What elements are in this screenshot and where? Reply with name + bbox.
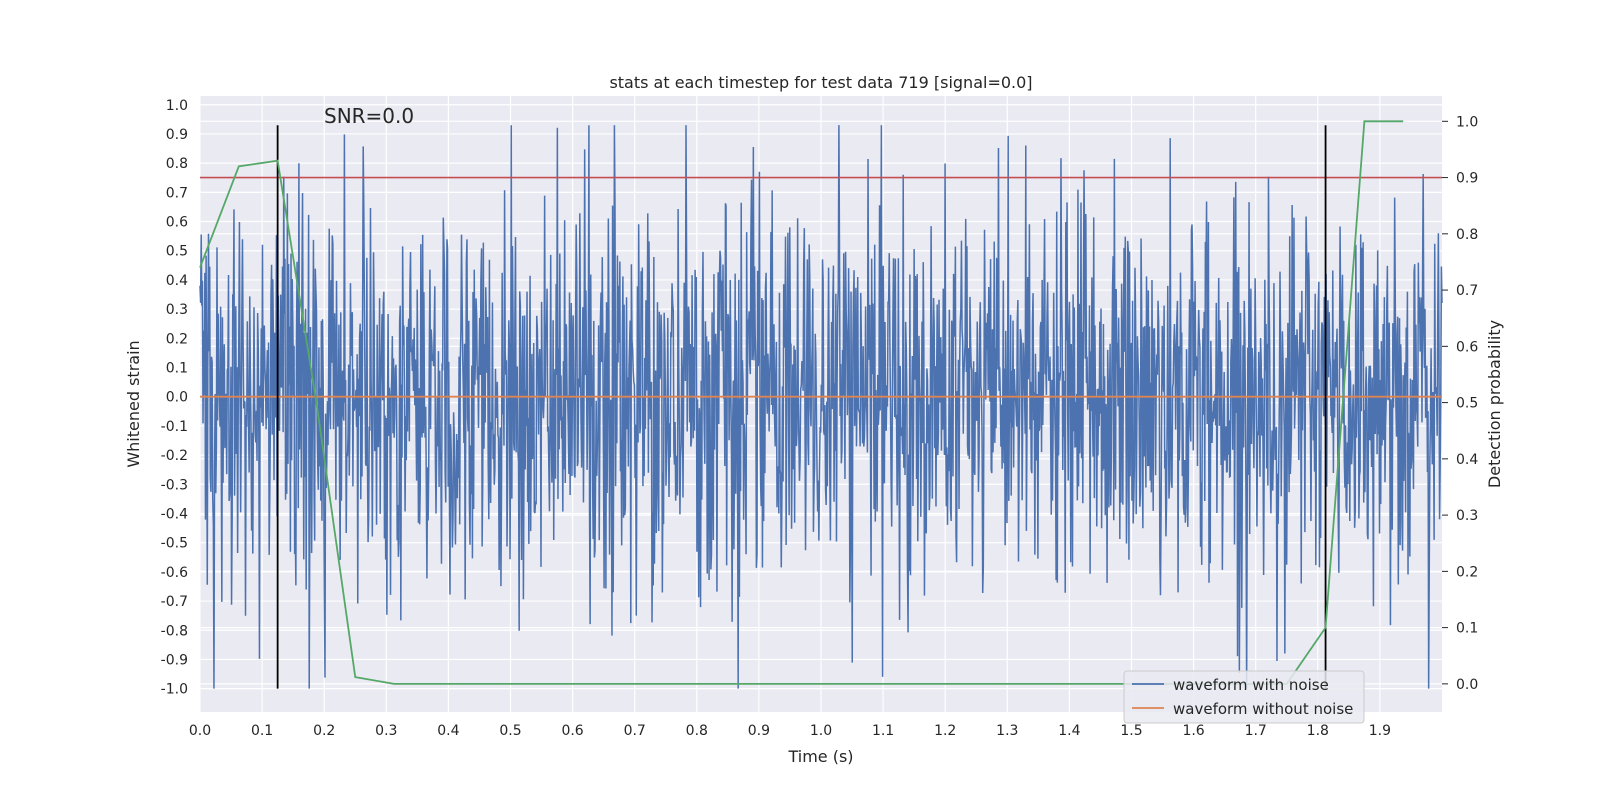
y-tick-label: -0.1 — [161, 419, 188, 435]
x-tick-label: 0.7 — [624, 723, 646, 739]
y2-tick-label: 0.9 — [1456, 171, 1478, 187]
x-tick-label: 1.1 — [872, 723, 894, 739]
x-axis-label: Time (s) — [787, 747, 853, 766]
x-tick-label: 0.6 — [561, 723, 583, 739]
x-tick-label: 0.9 — [748, 723, 770, 739]
chart-title: stats at each timestep for test data 719… — [609, 73, 1032, 92]
y-tick-label: 0.5 — [166, 244, 188, 260]
y2-tick-label: 0.2 — [1456, 564, 1478, 580]
x-tick-label: 1.3 — [996, 723, 1018, 739]
y-tick-label: -0.4 — [161, 506, 188, 522]
y-tick-label: 1.0 — [166, 98, 188, 114]
y2-tick-label: 0.4 — [1456, 452, 1478, 468]
y-tick-label: 0.9 — [166, 127, 188, 143]
series-line-waveform-with-noise — [199, 125, 1443, 689]
y-tick-label: -0.8 — [161, 623, 188, 639]
y-axis-label: Whitened strain — [124, 340, 143, 467]
y-tick-label: -1.0 — [161, 682, 188, 698]
x-tick-label: 1.0 — [810, 723, 832, 739]
x-tick-label: 0.2 — [313, 723, 335, 739]
y-tick-label: 0.6 — [166, 215, 188, 231]
y2-tick-label: 0.8 — [1456, 227, 1478, 243]
x-tick-label: 0.1 — [251, 723, 273, 739]
y-tick-label: 0.4 — [166, 273, 188, 289]
y2-tick-label: 0.5 — [1456, 396, 1478, 412]
y2-tick-label: 0.7 — [1456, 283, 1478, 299]
x-tick-label: 1.2 — [934, 723, 956, 739]
y-tick-label: 0.0 — [166, 390, 188, 406]
x-tick-label: 1.8 — [1307, 723, 1329, 739]
x-tick-label: 0.4 — [437, 723, 459, 739]
ticks-layer: 1.0 0.9 0.8 0.7 0.6 0.5 0.4 0.3 0.2 0.1 0.0 -0.1 -0.… — [161, 98, 1479, 739]
x-tick-label: 1.5 — [1120, 723, 1142, 739]
y-tick-label: -0.2 — [161, 448, 188, 464]
x-tick-label: 1.6 — [1182, 723, 1204, 739]
y-tick-label: 0.7 — [166, 185, 188, 201]
x-tick-label: 0.5 — [499, 723, 521, 739]
y2-tick-label: 0.1 — [1456, 621, 1478, 637]
y2-tick-label: 0.0 — [1456, 677, 1478, 693]
x-tick-label: 1.7 — [1245, 723, 1267, 739]
y-tick-label: -0.9 — [161, 652, 188, 668]
legend-box — [1123, 670, 1365, 724]
y2-tick-label: 1.0 — [1456, 114, 1478, 130]
x-tick-label: 1.4 — [1058, 723, 1080, 739]
y-tick-label: -0.3 — [161, 477, 188, 493]
legend-label-clean: waveform without noise — [1173, 700, 1353, 718]
y2-axis-label: Detection probability — [1485, 320, 1504, 488]
y2-tick-label: 0.3 — [1456, 508, 1478, 524]
legend: waveform with noise waveform without noi… — [1123, 670, 1365, 724]
y-tick-label: 0.8 — [166, 156, 188, 172]
series-layer — [199, 120, 1443, 689]
legend-label-noise: waveform with noise — [1173, 676, 1329, 694]
x-tick-label: 0.3 — [375, 723, 397, 739]
y-tick-label: -0.6 — [161, 565, 188, 581]
y-tick-label: 0.1 — [166, 361, 188, 377]
x-tick-label: 1.9 — [1369, 723, 1391, 739]
y-tick-label: -0.7 — [161, 594, 188, 610]
x-tick-label: 0.0 — [189, 723, 211, 739]
y-tick-label: 0.3 — [166, 302, 188, 318]
y-tick-label: 0.2 — [166, 331, 188, 347]
y2-tick-label: 0.6 — [1456, 339, 1478, 355]
snr-annotation: SNR=0.0 — [324, 104, 414, 128]
y-tick-label: -0.5 — [161, 536, 188, 552]
x-tick-label: 0.8 — [686, 723, 708, 739]
